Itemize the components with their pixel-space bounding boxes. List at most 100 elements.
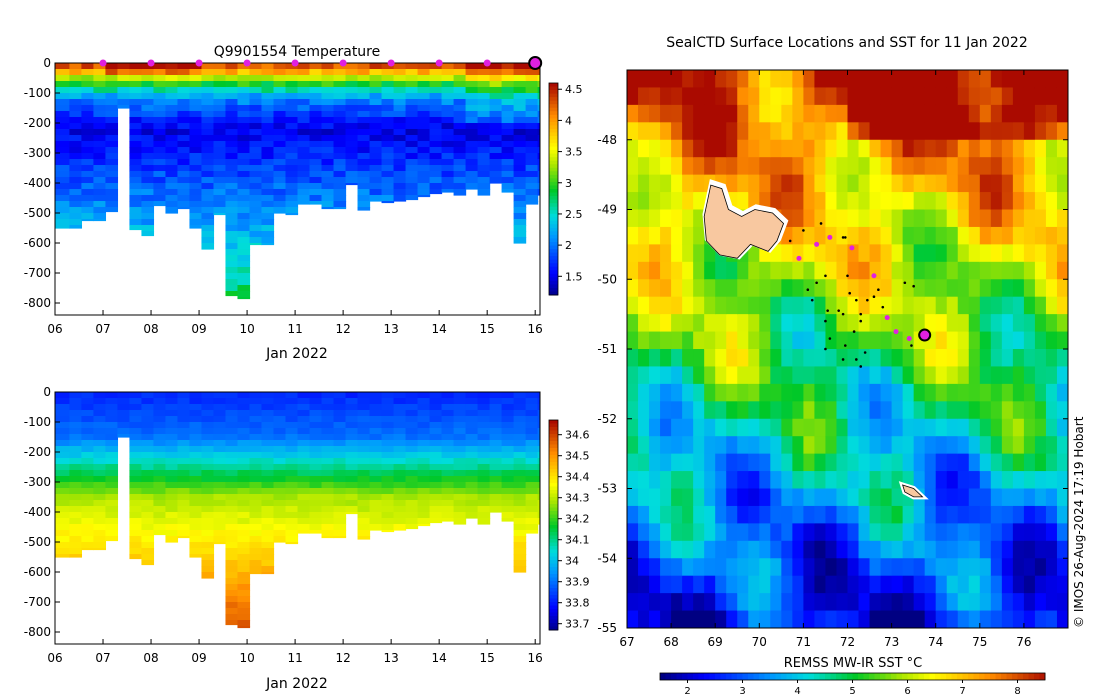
section-cell xyxy=(357,195,371,202)
x-tick-label: 08 xyxy=(143,651,158,665)
section-cell xyxy=(453,147,467,154)
section-cell xyxy=(285,147,299,154)
section-cell xyxy=(129,171,143,178)
section-cell xyxy=(333,123,347,130)
section-cell xyxy=(201,159,215,166)
section-cell xyxy=(513,123,527,130)
section-cell xyxy=(237,111,251,118)
sst-colorbar-segment xyxy=(902,673,908,680)
section-cell xyxy=(81,69,95,76)
section-cell xyxy=(321,75,335,82)
section-cell xyxy=(237,123,251,130)
sst-cell xyxy=(957,575,970,594)
colorbar-segment xyxy=(549,528,558,533)
section-cell xyxy=(189,129,203,136)
sst-cell xyxy=(902,244,915,263)
section-cell xyxy=(201,566,215,573)
section-cell xyxy=(381,75,395,82)
section-cell xyxy=(105,135,119,142)
section-cell xyxy=(261,87,275,94)
sst-cell xyxy=(935,174,948,193)
section-cell xyxy=(189,63,203,70)
section-cell xyxy=(249,105,263,112)
section-cell xyxy=(489,428,503,435)
section-cell xyxy=(297,494,311,501)
section-cell xyxy=(525,129,539,136)
section-cell xyxy=(225,620,239,626)
section-cell xyxy=(225,165,239,172)
sst-cell xyxy=(1045,366,1058,385)
section-cell xyxy=(345,458,359,465)
section-cell xyxy=(381,63,395,70)
sst-cell xyxy=(1034,296,1047,315)
sst-cell xyxy=(693,349,705,368)
sst-cell xyxy=(935,575,948,594)
section-cell xyxy=(357,147,371,154)
section-cell xyxy=(453,446,467,453)
section-cell xyxy=(393,416,407,423)
section-cell xyxy=(141,213,155,220)
section-cell xyxy=(345,404,359,411)
sst-cell xyxy=(847,279,860,298)
sst-cell xyxy=(627,418,639,437)
sst-cell xyxy=(924,104,937,123)
section-cell xyxy=(55,189,71,196)
section-cell xyxy=(513,135,527,142)
sst-cell xyxy=(671,209,683,228)
section-cell xyxy=(55,123,71,130)
section-cell xyxy=(69,548,83,555)
section-cell xyxy=(417,434,431,441)
section-cell xyxy=(129,213,143,220)
track-point xyxy=(841,358,845,361)
section-cell xyxy=(501,87,515,94)
section-cell xyxy=(333,434,347,441)
sst-colorbar-segment xyxy=(748,673,754,680)
section-cell xyxy=(429,458,443,465)
section-cell xyxy=(141,398,155,405)
section-cell xyxy=(429,482,443,489)
section-cell xyxy=(441,99,455,106)
section-cell xyxy=(441,398,455,405)
section-cell xyxy=(237,542,251,549)
sst-cell xyxy=(1034,87,1047,106)
sst-cell xyxy=(715,575,727,594)
sst-cell xyxy=(880,505,893,524)
section-cell xyxy=(213,524,227,531)
section-cell xyxy=(189,225,203,229)
section-cell xyxy=(93,410,107,417)
section-cell xyxy=(81,105,95,112)
sst-cell xyxy=(715,331,727,350)
sst-cell xyxy=(759,523,771,542)
sst-cell xyxy=(671,349,683,368)
section-cell xyxy=(477,464,491,471)
section-cell xyxy=(285,410,299,417)
sst-cell xyxy=(671,226,683,245)
sst-colorbar-segment xyxy=(687,673,694,680)
section-cell xyxy=(69,446,83,453)
sst-cell xyxy=(671,157,683,176)
section-cell xyxy=(501,153,515,160)
section-cell xyxy=(453,105,467,112)
colorbar-segment xyxy=(549,535,558,540)
section-cell xyxy=(357,207,371,211)
section-cell xyxy=(81,422,95,429)
section-cell xyxy=(69,398,83,405)
sst-cell xyxy=(792,314,804,333)
colorbar-segment xyxy=(549,556,558,561)
section-cell xyxy=(189,111,203,118)
section-cell xyxy=(55,524,71,531)
section-cell xyxy=(55,500,71,507)
section-cell xyxy=(393,422,407,429)
sst-cell xyxy=(693,418,705,437)
section-cell xyxy=(141,135,155,142)
sst-cell xyxy=(869,314,882,333)
section-cell xyxy=(489,87,503,94)
section-cell xyxy=(55,75,71,82)
sst-cell xyxy=(1034,366,1047,385)
sst-cell xyxy=(979,523,992,542)
sst-colorbar-segment xyxy=(737,673,743,680)
section-cell xyxy=(165,398,179,405)
sst-cell xyxy=(924,593,937,612)
section-cell xyxy=(225,416,239,423)
sst-cell xyxy=(693,104,705,123)
